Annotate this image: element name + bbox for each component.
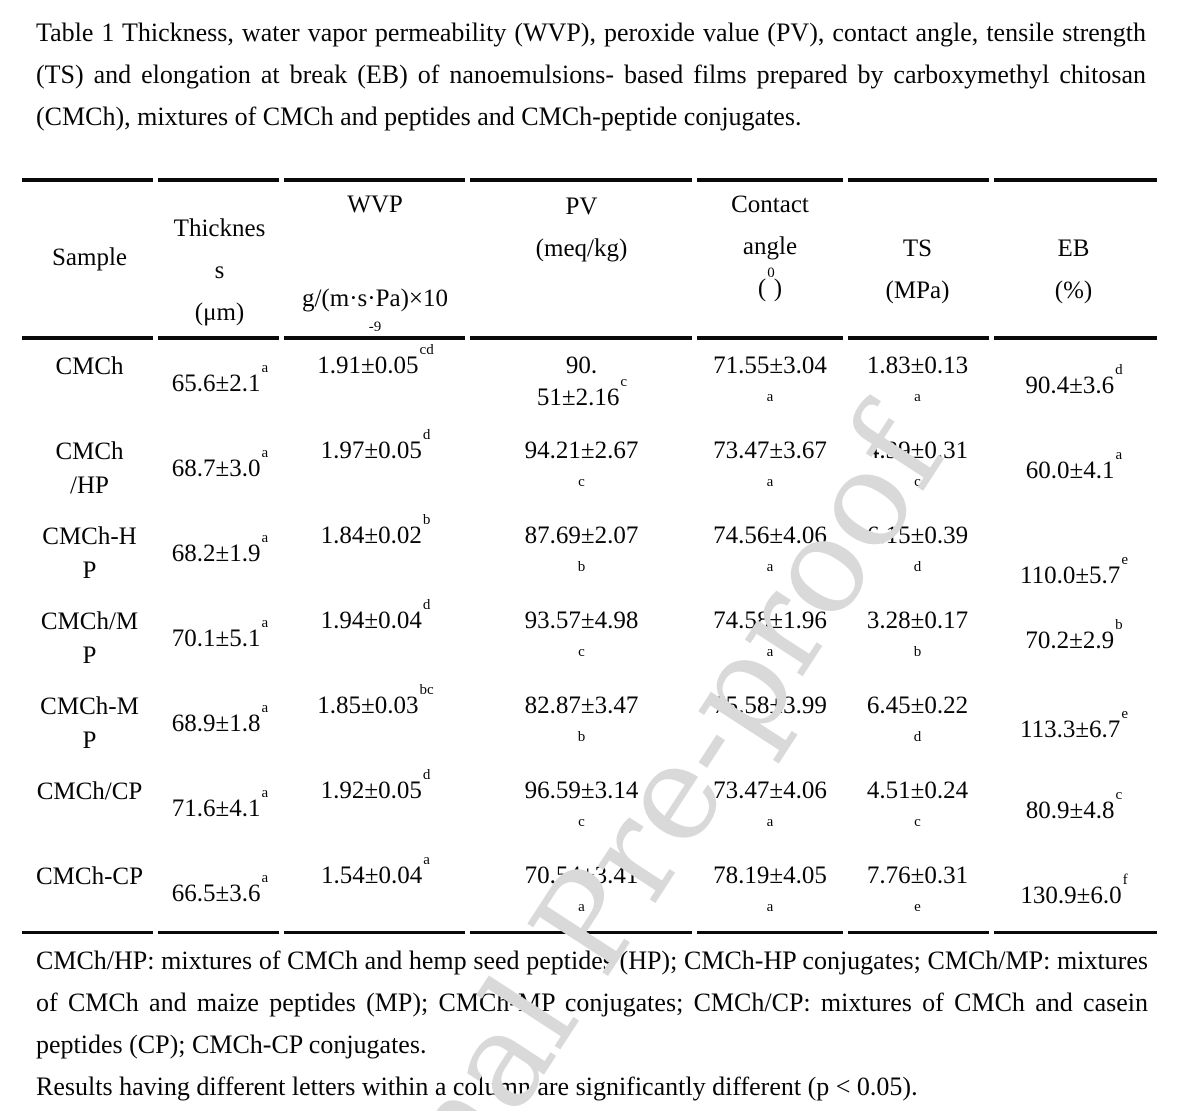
pv-value: 93.57±4.98 c [524,607,639,660]
header-contact-unit: (0) [757,264,783,302]
header-sample: Sample [22,178,157,338]
sample-cell: CMCh/M P [40,608,139,669]
contact-angle-value: 71.55±3.04 a [713,352,827,405]
header-sample-label: Sample [52,244,127,271]
wvp-value: 1.94±0.04d [320,596,431,634]
header-eb: EB (%) [990,178,1157,338]
header-contact-line1: Contact [731,191,809,218]
pv-value: 94.21±2.67 c [524,437,639,490]
ts-value: 1.83±0.13 a [866,352,969,405]
table-header-rule [22,336,1157,340]
table-bottom-rule [22,931,1157,934]
thickness-value: 66.5±3.6a [171,869,269,907]
pv-value: 90. 51±2.16c [536,352,628,411]
ts-value: 7.76±0.31 e [866,862,969,915]
ts-value: 6.45±0.22 d [866,692,969,745]
header-contact-line2: angle [742,233,798,260]
eb-value: 90.4±3.6d [1025,361,1123,399]
table-footnotes: CMCh/HP: mixtures of CMCh and hemp seed … [36,940,1148,1108]
header-ts: TS (MPa) [845,178,990,338]
thickness-value: 71.6±4.1a [171,784,269,822]
eb-value: 80.9±4.8c [1025,786,1123,824]
sample-cell: CMCh/CP [36,778,143,805]
eb-value: 70.2±2.9b [1025,616,1123,654]
sample-cell: CMCh /HP [55,438,124,499]
contact-angle-value: 74.58±1.96 a [713,607,827,660]
header-ts-unit: (MPa) [885,277,950,304]
contact-angle-value: 73.47±3.67 a [713,437,827,490]
header-pv: PV (meq/kg) [468,178,695,338]
thickness-value: 70.1±5.1a [171,614,269,652]
header-thickness-line2: s [214,257,225,284]
header-wvp-title: WVP [347,191,403,218]
header-wvp-exponent: -9 [368,319,382,335]
header-wvp-unit: g/(m·s·Pa)×10 [301,285,449,312]
header-wvp: WVP g/(m·s·Pa)×10 -9 [282,178,468,338]
header-ts-title: TS [902,235,933,262]
header-thickness-line1: Thicknes [173,215,266,242]
contact-angle-value: 75.58±3.99 a [713,692,827,745]
ts-value: 6.15±0.39 d [866,522,969,575]
header-contact-degree: 0 [767,264,775,281]
thickness-value: 68.2±1.9a [171,529,269,567]
wvp-value: 1.97±0.05d [320,426,431,464]
header-pv-title: PV [565,193,598,220]
footnote-abbreviations: CMCh/HP: mixtures of CMCh and hemp seed … [36,946,1148,1059]
wvp-value: 1.54±0.04a [321,851,430,889]
sample-cell: CMCh-H P [42,523,137,584]
header-eb-title: EB [1057,235,1090,262]
eb-value: 113.3±6.7e [1020,705,1128,743]
sample-cell: CMCh [55,353,124,380]
header-contact-angle: Contact angle (0) [695,178,845,338]
wvp-value: 1.91±0.05cd [317,341,434,379]
contact-angle-value: 73.47±4.06 a [713,777,827,830]
header-thickness: Thicknes s (μm) [157,178,282,338]
wvp-value: 1.84±0.02b [320,511,431,549]
contact-angle-value: 74.56±4.06 a [713,522,827,575]
wvp-value: 1.85±0.03bc [317,681,434,719]
eb-value: 130.9±6.0f [1020,871,1128,909]
pv-value: 87.69±2.07 b [524,522,639,575]
header-eb-unit: (%) [1054,277,1093,304]
thickness-value: 68.7±3.0a [171,444,269,482]
ts-value: 4.51±0.24 c [866,777,969,830]
data-table: Sample Thicknes s (μm) WVP g/(m·s·Pa)×10… [22,178,1157,934]
ts-value: 4.39±0.31 c [866,437,969,490]
sample-cell: CMCh-M P [40,693,139,754]
pv-value: 70.54±3.41 a [524,862,639,915]
header-thickness-unit: (μm) [194,299,245,326]
thickness-value: 68.9±1.8a [171,699,269,737]
pv-value: 82.87±3.47 b [524,692,639,745]
footnote-significance: Results having different letters within … [36,1072,918,1101]
table-caption: Table 1 Thickness, water vapor permeabil… [36,18,1146,131]
table-top-rule [22,178,1157,182]
pv-value: 96.59±3.14 c [524,777,639,830]
header-pv-unit: (meq/kg) [535,235,628,262]
thickness-value: 65.6±2.1a [171,359,269,397]
ts-value: 3.28±0.17 b [866,607,969,660]
contact-angle-value: 78.19±4.05 a [713,862,827,915]
wvp-value: 1.92±0.05d [320,766,431,804]
eb-value: 110.0±5.7e [1020,551,1128,589]
sample-cell: CMCh-CP [36,863,143,890]
eb-value: 60.0±4.1a [1025,446,1123,484]
